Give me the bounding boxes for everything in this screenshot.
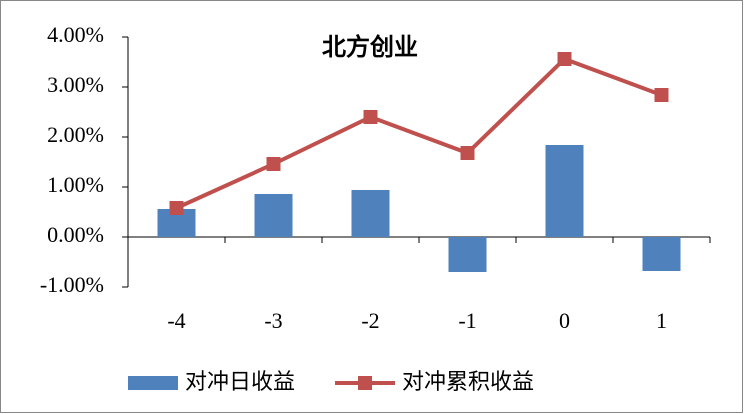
y-tick-label: 0.00% <box>47 222 104 247</box>
x-tick-label: -4 <box>167 308 185 333</box>
y-tick-label: 2.00% <box>47 122 104 147</box>
point <box>557 52 572 66</box>
x-tick-label: -3 <box>264 308 282 333</box>
y-tick-label: 4.00% <box>47 22 104 47</box>
x-tick-label: -1 <box>458 308 476 333</box>
legend-swatch <box>358 376 373 390</box>
point <box>169 201 184 215</box>
x-tick-label: 1 <box>656 308 667 333</box>
x-tick-label: 0 <box>559 308 570 333</box>
chart-title: 北方创业 <box>322 33 418 61</box>
point <box>266 157 281 171</box>
legend-swatch <box>128 376 178 390</box>
bar <box>642 237 681 271</box>
bar <box>351 190 390 237</box>
y-tick-label: -1.00% <box>40 272 104 297</box>
y-tick-label: 3.00% <box>47 72 104 97</box>
bar <box>254 194 293 237</box>
bar <box>545 145 584 237</box>
line <box>175 56 663 210</box>
bar <box>448 237 487 272</box>
x-tick-label: -2 <box>361 308 379 333</box>
point <box>654 88 669 102</box>
point <box>460 146 475 160</box>
point <box>363 110 378 124</box>
legend-label: 对冲日收益 <box>185 370 295 395</box>
y-tick-label: 1.00% <box>47 172 104 197</box>
legend-label: 对冲累积收益 <box>402 370 534 395</box>
